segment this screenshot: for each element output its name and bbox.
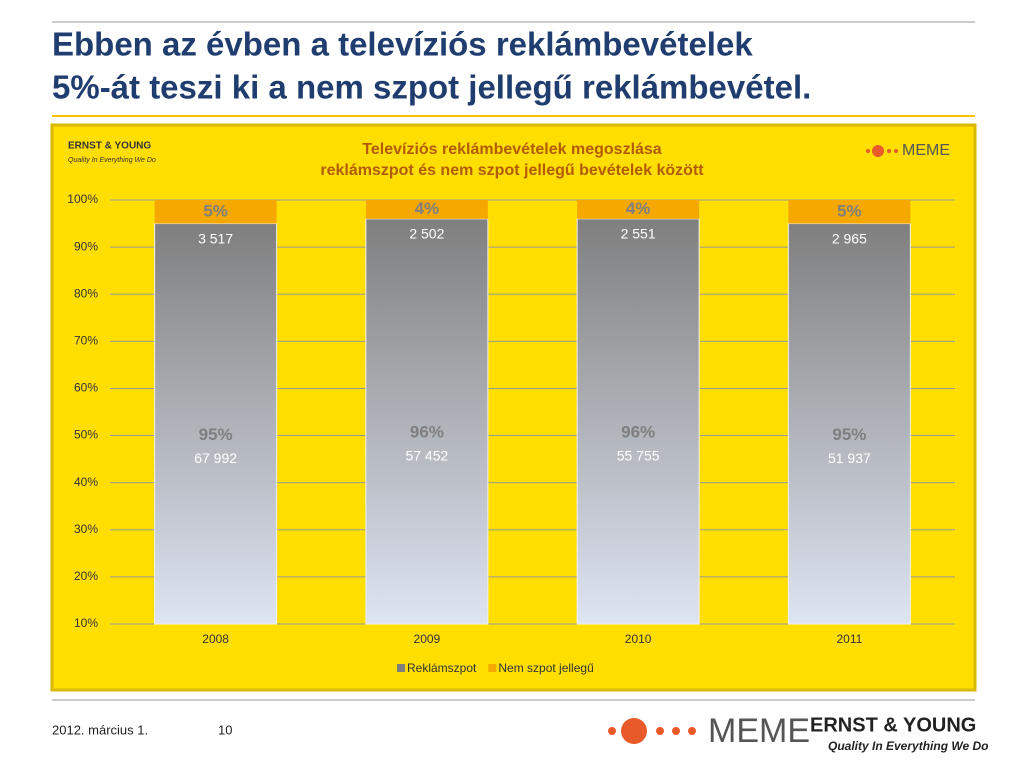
- ey-logo: ERNST & YOUNG: [810, 714, 976, 736]
- y-tick-label: 30%: [74, 522, 98, 536]
- y-tick-label: 80%: [74, 286, 98, 300]
- bar-segment: [788, 200, 911, 224]
- x-tick-label: 2010: [625, 632, 652, 646]
- value-label: 4%: [626, 199, 651, 218]
- bar-segment: [365, 218, 489, 625]
- y-tick-label: 60%: [74, 381, 98, 395]
- page-number: 10: [218, 722, 232, 737]
- y-tick-label: 70%: [74, 334, 98, 348]
- amount-label: 2 502: [409, 226, 444, 242]
- bar-segment: [576, 218, 700, 625]
- y-tick-label: 100%: [67, 192, 98, 206]
- value-label: 5%: [203, 201, 228, 220]
- legend-label: Nem szpot jellegű: [498, 661, 594, 675]
- amount-label: 67 992: [194, 450, 237, 466]
- ey-tagline: Quality In Everything We Do: [828, 739, 988, 753]
- amount-label: 2 551: [621, 226, 656, 242]
- x-tick-label: 2011: [836, 632, 862, 646]
- legend-label: Reklámszpot: [407, 661, 477, 675]
- value-label: 95%: [832, 425, 866, 444]
- value-label: 96%: [621, 422, 655, 441]
- amount-label: 3 517: [198, 230, 233, 246]
- y-tick-label: 10%: [74, 616, 98, 630]
- amount-label: 55 755: [617, 448, 660, 464]
- bar-segment: [577, 200, 700, 219]
- meme-dots: [608, 718, 696, 744]
- value-label: 95%: [199, 425, 233, 444]
- value-label: 4%: [415, 199, 440, 218]
- y-tick-label: 40%: [74, 475, 98, 489]
- y-tick-label: 50%: [74, 428, 98, 442]
- amount-label: 57 452: [405, 448, 448, 464]
- slide-title: Ebben az évben a televíziós reklámbevéte…: [52, 26, 753, 63]
- x-tick-label: 2009: [414, 632, 441, 646]
- chart-title: Televíziós reklámbevételek megoszlása: [362, 141, 662, 158]
- meme-logo: MEME: [902, 142, 950, 159]
- ey-tagline: Quality In Everything We Do: [68, 157, 156, 164]
- x-tick-label: 2008: [202, 632, 229, 646]
- legend-swatch: [488, 664, 497, 672]
- plot: 10% 20% 30% 40% 50% 60% 70% 80% 90% 100% 95% 67 992…: [67, 192, 955, 675]
- footer-date: 2012. március 1.: [52, 722, 148, 737]
- bar-segment: [154, 200, 277, 224]
- value-label: 96%: [410, 422, 444, 441]
- bar-segment: [154, 223, 278, 625]
- y-tick-label: 20%: [74, 569, 98, 583]
- meme-logo: MEME: [708, 712, 810, 750]
- slide-title: 5%-át teszi ki a nem szpot jellegű reklá…: [52, 69, 811, 106]
- value-label: 5%: [837, 201, 862, 220]
- ey-logo: ERNST & YOUNG: [68, 141, 151, 152]
- bar-segment: [365, 200, 488, 219]
- meme-dots: [866, 145, 898, 157]
- amount-label: 51 937: [828, 450, 871, 466]
- y-tick-label: 90%: [74, 239, 98, 253]
- amount-label: 2 965: [832, 230, 867, 246]
- legend-swatch: [397, 664, 405, 672]
- bar-segment: [787, 223, 911, 625]
- chart-title: reklámszpot és nem szpot jellegű bevétel…: [320, 162, 704, 179]
